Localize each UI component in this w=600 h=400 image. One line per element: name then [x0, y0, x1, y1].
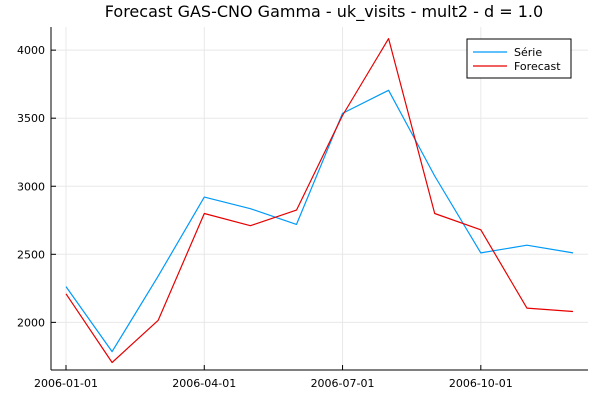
legend-label-1: Forecast	[514, 60, 561, 73]
y-tick-label: 3000	[17, 180, 45, 193]
series-line-0	[65, 89, 574, 353]
axes-frame	[50, 27, 588, 371]
y-tick-label: 2000	[17, 316, 45, 329]
x-tick-label: 2006-04-01	[172, 377, 236, 390]
y-tick-label: 4000	[17, 44, 45, 57]
x-tick-label: 2006-10-01	[449, 377, 513, 390]
tick-labels: 2000 2500 3000 3500 4000 2006-01-01 2006-04-01…	[17, 44, 513, 390]
legend-label-0: Série	[514, 46, 542, 59]
legend-box	[466, 38, 572, 79]
y-tick-label: 2500	[17, 248, 45, 261]
x-tick-label: 2006-01-01	[34, 377, 98, 390]
series-lines	[65, 37, 574, 364]
chart-title: Forecast GAS-CNO Gamma - uk_visits - mul…	[105, 2, 543, 22]
series-line-1	[65, 37, 574, 364]
x-tick-label: 2006-07-01	[311, 377, 375, 390]
grid	[51, 27, 588, 370]
y-tick-label: 3500	[17, 112, 45, 125]
